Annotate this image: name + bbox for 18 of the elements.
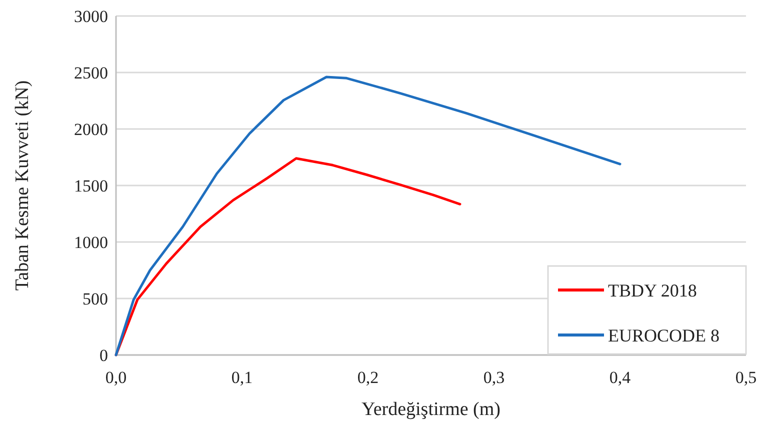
y-tick-label: 2500 <box>74 63 108 82</box>
y-axis-title: Taban Kesme Kuvveti (kN) <box>12 80 33 291</box>
x-axis-title: Yerdeğiştirme (m) <box>362 399 500 420</box>
x-tick-label: 0,5 <box>735 368 757 387</box>
y-tick-label: 2000 <box>74 120 108 139</box>
legend-label: TBDY 2018 <box>608 280 697 300</box>
x-tick-label: 0,0 <box>105 368 127 387</box>
y-tick-label: 1000 <box>74 232 108 252</box>
x-tick-label: 0,2 <box>357 368 379 387</box>
line-series <box>114 157 462 356</box>
y-tick-label: 3000 <box>74 6 108 26</box>
y-tick-label: 500 <box>82 289 108 308</box>
legend-label: EUROCODE 8 <box>608 325 720 346</box>
y-tick-label: 0 <box>100 346 108 365</box>
x-tick-label: 0,4 <box>609 368 632 387</box>
x-tick-label: 0,3 <box>483 368 505 387</box>
y-tick-label: 1500 <box>74 176 108 196</box>
x-tick-label: 0,1 <box>231 368 253 387</box>
